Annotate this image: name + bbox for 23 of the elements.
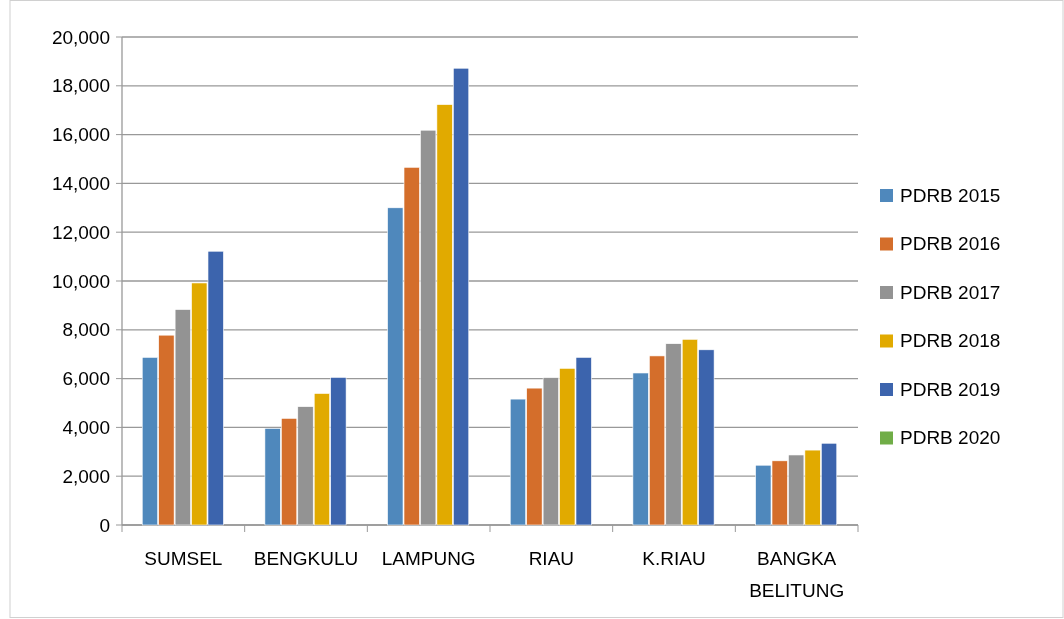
x-tick-label: BENGKULU [253, 548, 359, 569]
x-tick-label: K.RIAU [642, 548, 706, 569]
legend-label: PDRB 2020 [900, 427, 1001, 449]
x-tick-label: RIAU [528, 548, 575, 569]
y-tick-label: 18,000 [51, 75, 110, 97]
x-tick-label: SUMSEL [144, 548, 223, 569]
legend-label: PDRB 2018 [900, 330, 1001, 352]
y-tick-label: 6,000 [62, 368, 110, 390]
legend-label: PDRB 2015 [900, 184, 1001, 206]
x-tick-label: BANGKA BELITUNG [749, 548, 845, 601]
y-tick-label: 2,000 [62, 465, 110, 487]
y-tick-label: 16,000 [51, 124, 110, 146]
legend-label: PDRB 2016 [900, 233, 1001, 255]
legend-label: PDRB 2019 [900, 378, 1001, 400]
y-tick-label: 8,000 [62, 319, 110, 341]
y-tick-label: 4,000 [62, 417, 110, 439]
legend-label: PDRB 2017 [900, 281, 1001, 303]
y-tick-label: 10,000 [51, 270, 110, 292]
y-tick-label: 14,000 [51, 173, 110, 195]
y-tick-label: 12,000 [51, 221, 110, 243]
x-tick-label: LAMPUNG [381, 548, 476, 569]
y-tick-label: 20,000 [51, 26, 110, 48]
y-tick-label: 0 [99, 514, 110, 536]
